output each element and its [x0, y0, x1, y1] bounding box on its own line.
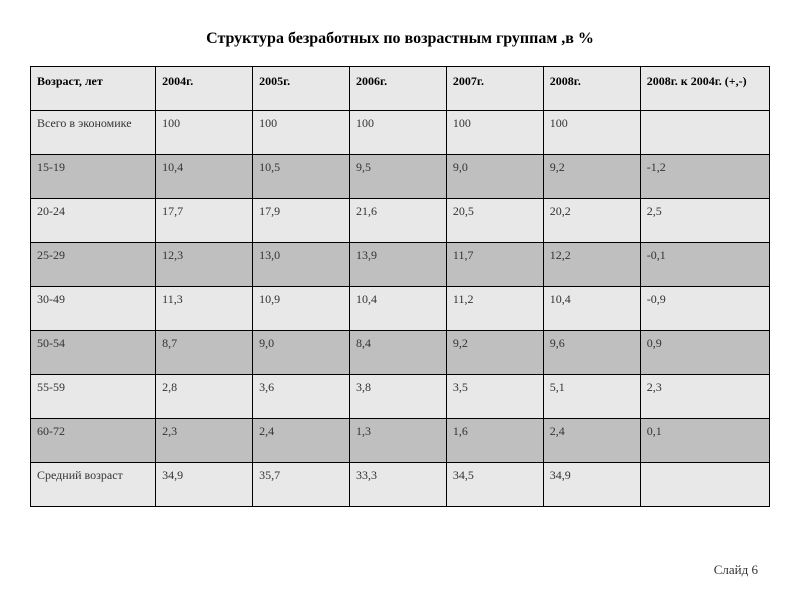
table-cell: 10,5	[253, 155, 350, 199]
table-cell: 17,7	[156, 199, 253, 243]
table-cell: 9,6	[543, 331, 640, 375]
table-cell: 2,4	[253, 419, 350, 463]
table-cell: 9,2	[543, 155, 640, 199]
table-row: 55-592,83,63,83,55,12,3	[31, 375, 770, 419]
table-cell: 5,1	[543, 375, 640, 419]
table-cell: 33,3	[349, 463, 446, 507]
table-cell: 12,3	[156, 243, 253, 287]
table-cell: 20,5	[446, 199, 543, 243]
table-row: Всего в экономике100100100100100	[31, 111, 770, 155]
table-cell: 25-29	[31, 243, 156, 287]
table-cell: -1,2	[640, 155, 769, 199]
col-header-2008: 2008г.	[543, 67, 640, 111]
table-cell: 34,9	[543, 463, 640, 507]
table-cell: 100	[543, 111, 640, 155]
table-cell: 60-72	[31, 419, 156, 463]
table-row: 15-1910,410,59,59,09,2-1,2	[31, 155, 770, 199]
table-cell: Средний возраст	[31, 463, 156, 507]
table-row: 30-4911,310,910,411,210,4-0,9	[31, 287, 770, 331]
table-cell: 9,2	[446, 331, 543, 375]
table-row: 25-2912,313,013,911,712,2-0,1	[31, 243, 770, 287]
table-row: 50-548,79,08,49,29,60,9	[31, 331, 770, 375]
table-cell: 100	[253, 111, 350, 155]
table-cell: 10,4	[349, 287, 446, 331]
table-cell: -0,1	[640, 243, 769, 287]
table-row: 60-722,32,41,31,62,40,1	[31, 419, 770, 463]
table-cell	[640, 463, 769, 507]
table-cell: 34,5	[446, 463, 543, 507]
table-row: Средний возраст34,935,733,334,534,9	[31, 463, 770, 507]
table-cell: 8,7	[156, 331, 253, 375]
table-cell: 30-49	[31, 287, 156, 331]
table-cell: 13,0	[253, 243, 350, 287]
table-cell: 2,3	[640, 375, 769, 419]
table-cell: Всего в экономике	[31, 111, 156, 155]
table-cell: 11,3	[156, 287, 253, 331]
col-header-2007: 2007г.	[446, 67, 543, 111]
table-cell: 13,9	[349, 243, 446, 287]
table-cell: 2,8	[156, 375, 253, 419]
table-cell: 3,8	[349, 375, 446, 419]
col-header-2006: 2006г.	[349, 67, 446, 111]
col-header-diff: 2008г. к 2004г. (+,-)	[640, 67, 769, 111]
table-cell: 9,0	[253, 331, 350, 375]
table-cell: 1,3	[349, 419, 446, 463]
data-table: Возраст, лет 2004г. 2005г. 2006г. 2007г.…	[30, 66, 770, 507]
table-cell: 100	[156, 111, 253, 155]
table-cell: 20-24	[31, 199, 156, 243]
table-cell: 55-59	[31, 375, 156, 419]
table-cell: 2,3	[156, 419, 253, 463]
table-cell: 10,4	[156, 155, 253, 199]
table-cell: 100	[446, 111, 543, 155]
table-row: 20-2417,717,921,620,520,22,5	[31, 199, 770, 243]
table-cell: 20,2	[543, 199, 640, 243]
table-cell: 2,5	[640, 199, 769, 243]
table-cell: 35,7	[253, 463, 350, 507]
col-header-age: Возраст, лет	[31, 67, 156, 111]
table-cell: 50-54	[31, 331, 156, 375]
table-cell: 21,6	[349, 199, 446, 243]
table-cell: 15-19	[31, 155, 156, 199]
table-cell	[640, 111, 769, 155]
page-title: Структура безработных по возрастным груп…	[30, 30, 770, 48]
table-cell: 8,4	[349, 331, 446, 375]
table-cell: -0,9	[640, 287, 769, 331]
table-cell: 10,9	[253, 287, 350, 331]
col-header-2004: 2004г.	[156, 67, 253, 111]
table-cell: 34,9	[156, 463, 253, 507]
table-cell: 0,1	[640, 419, 769, 463]
slide-number: Слайд 6	[714, 562, 758, 578]
table-cell: 100	[349, 111, 446, 155]
table-cell: 9,0	[446, 155, 543, 199]
table-cell: 11,7	[446, 243, 543, 287]
table-cell: 17,9	[253, 199, 350, 243]
table-cell: 9,5	[349, 155, 446, 199]
table-cell: 3,6	[253, 375, 350, 419]
table-cell: 10,4	[543, 287, 640, 331]
table-cell: 2,4	[543, 419, 640, 463]
table-cell: 11,2	[446, 287, 543, 331]
table-header-row: Возраст, лет 2004г. 2005г. 2006г. 2007г.…	[31, 67, 770, 111]
col-header-2005: 2005г.	[253, 67, 350, 111]
table-cell: 12,2	[543, 243, 640, 287]
table-cell: 3,5	[446, 375, 543, 419]
table-cell: 0,9	[640, 331, 769, 375]
table-cell: 1,6	[446, 419, 543, 463]
